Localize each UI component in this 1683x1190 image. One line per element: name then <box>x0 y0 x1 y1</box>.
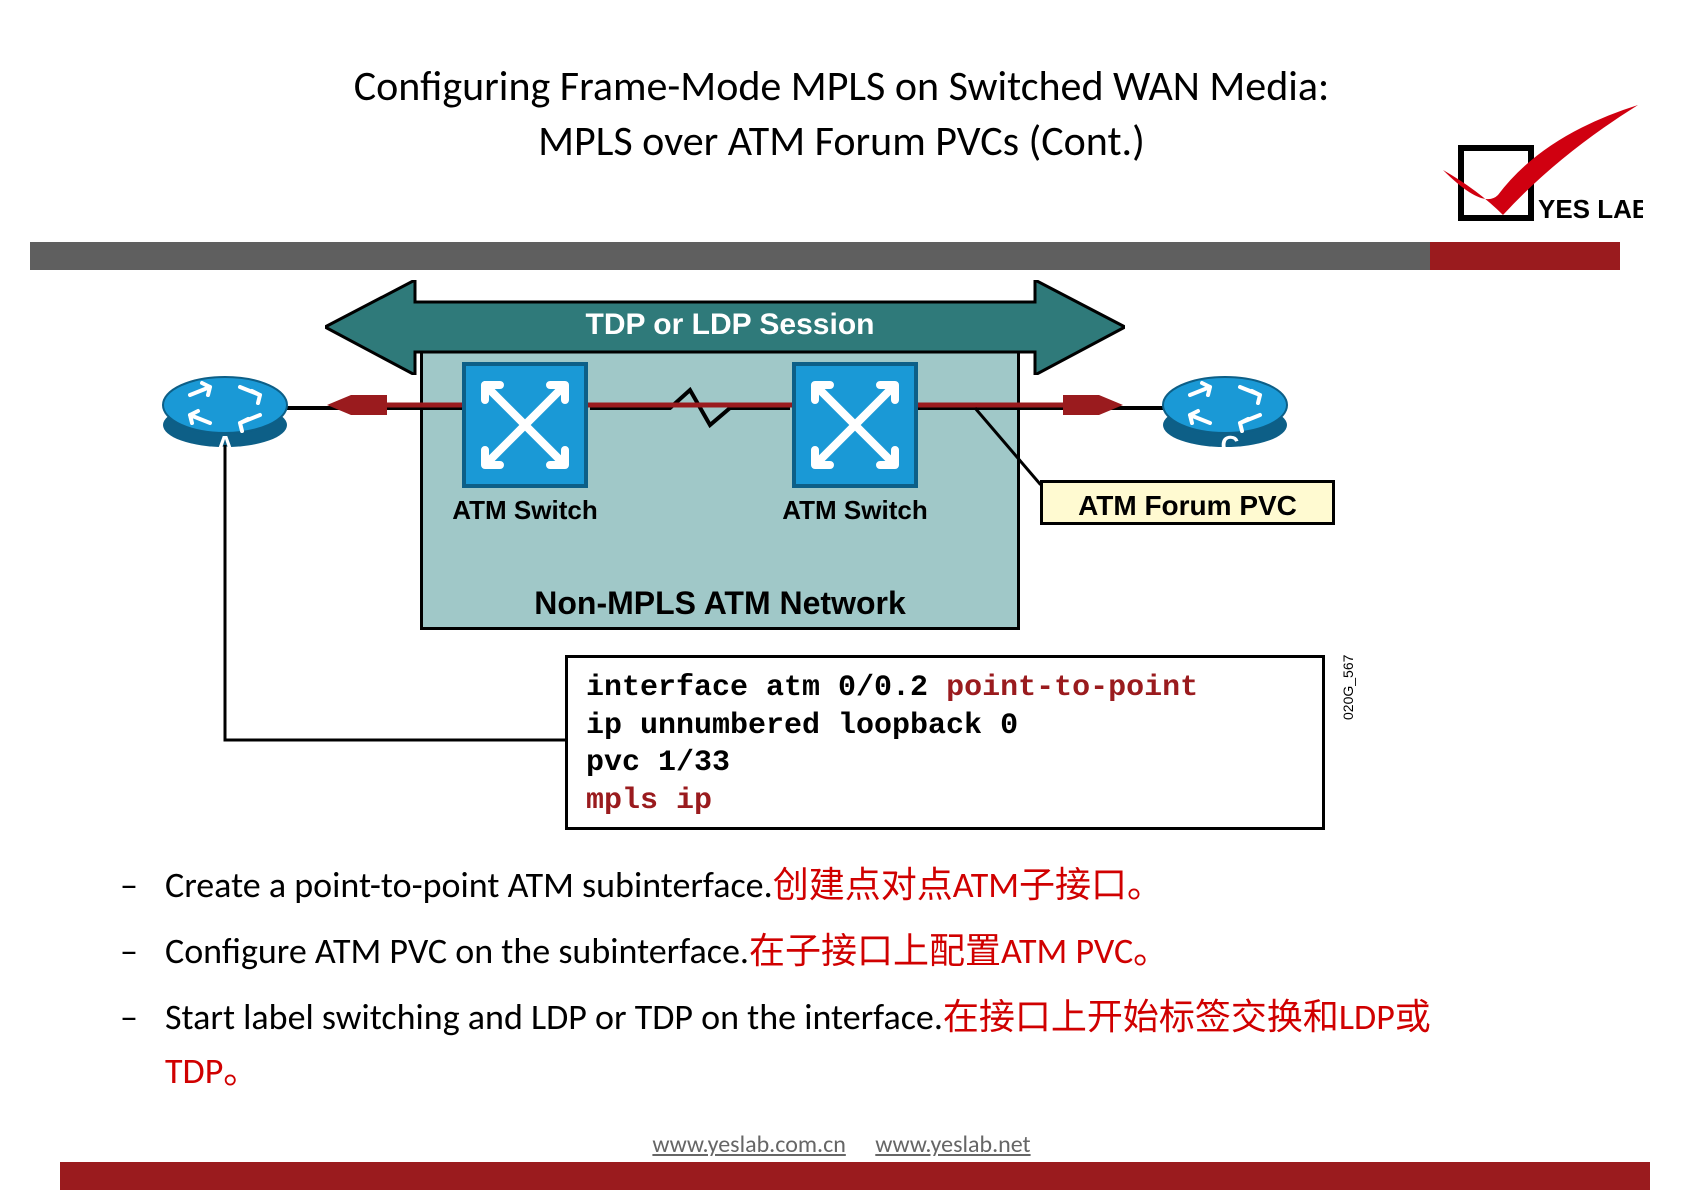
footer-links: www.yeslab.com.cn www.yeslab.net <box>0 1130 1683 1159</box>
logo-text: YES LAB <box>1538 194 1643 224</box>
config-code-box: interface atm 0/0.2 point-to-point ip un… <box>565 655 1325 830</box>
code-line-1: interface atm 0/0.2 point-to-point <box>586 670 1304 708</box>
bullet-list: Create a point-to-point ATM subinterface… <box>110 858 1520 1110</box>
router-c-label: C <box>1210 430 1250 461</box>
top-bar-red <box>1430 242 1620 270</box>
bullet-2: Configure ATM PVC on the subinterface.在子… <box>110 924 1520 978</box>
footer-link-2[interactable]: www.yeslab.net <box>875 1130 1030 1159</box>
code-line-2: ip unnumbered loopback 0 <box>586 708 1304 746</box>
atm-switch-2-label: ATM Switch <box>765 495 945 526</box>
footer-bar <box>60 1162 1650 1190</box>
bullet-1: Create a point-to-point ATM subinterface… <box>110 858 1520 912</box>
footer-link-1[interactable]: www.yeslab.com.cn <box>652 1130 845 1159</box>
atm-forum-pvc-box: ATM Forum PVC <box>1040 480 1335 525</box>
code-line-3: pvc 1/33 <box>586 745 1304 783</box>
callout-pvc <box>970 406 1090 491</box>
bullet-3: Start label switching and LDP or TDP on … <box>110 990 1520 1098</box>
network-diagram: TDP or LDP Session <box>150 280 1410 840</box>
session-label: TDP or LDP Session <box>530 308 930 342</box>
reference-id: 020G_567 <box>1340 655 1356 720</box>
code-line-4: mpls ip <box>586 783 1304 821</box>
callout-code <box>220 445 580 745</box>
atm-switch-2-icon <box>790 360 920 490</box>
yeslab-logo: YES LAB <box>1383 100 1643 240</box>
top-bar-gray <box>30 242 1430 270</box>
